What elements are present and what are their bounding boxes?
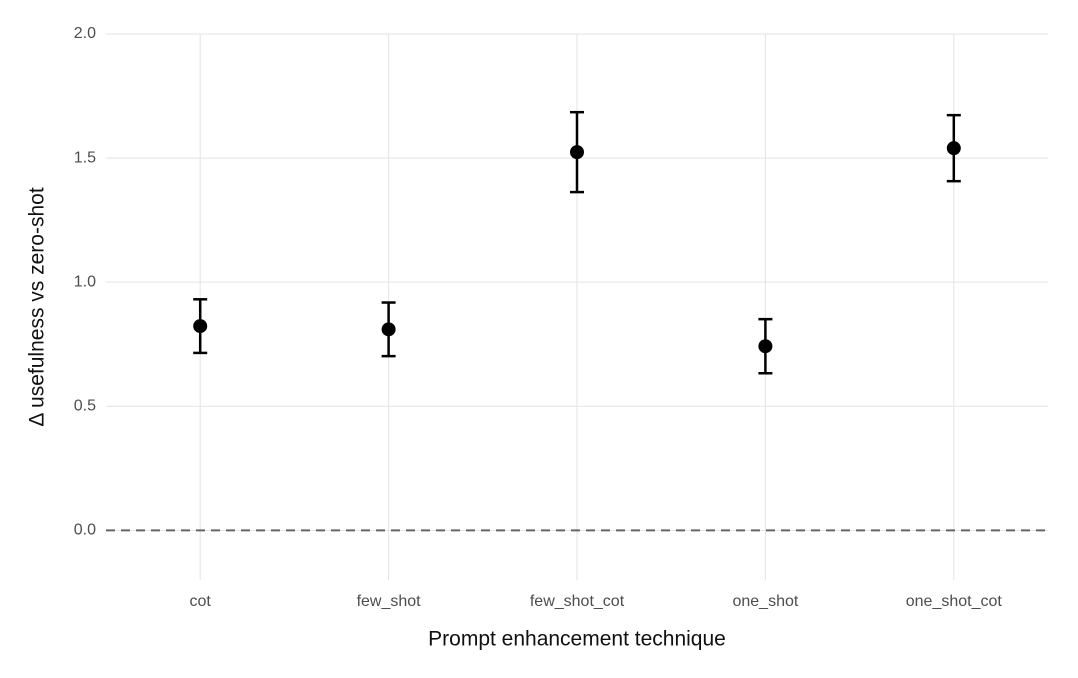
- y-tick-label: 1.0: [74, 273, 96, 290]
- point: [381, 322, 396, 337]
- x-tick-label: few_shot_cot: [530, 593, 625, 610]
- x-tick-label: one_shot_cot: [906, 593, 1003, 610]
- x-axis-title: Prompt enhancement technique: [428, 628, 726, 651]
- y-tick-label: 0.0: [74, 522, 96, 539]
- point: [758, 339, 773, 354]
- point: [570, 145, 584, 160]
- point: [193, 319, 208, 334]
- y-tick-label: 2.0: [74, 25, 96, 42]
- y-axis-title: Δ usefulness vs zero-shot: [26, 187, 49, 426]
- y-tick-label: 0.5: [74, 397, 96, 414]
- x-tick-label: cot: [190, 593, 212, 610]
- x-tick-label: one_shot: [732, 593, 798, 610]
- x-tick-label: few_shot: [357, 593, 422, 610]
- y-tick-label: 1.5: [74, 149, 96, 166]
- point: [946, 141, 961, 156]
